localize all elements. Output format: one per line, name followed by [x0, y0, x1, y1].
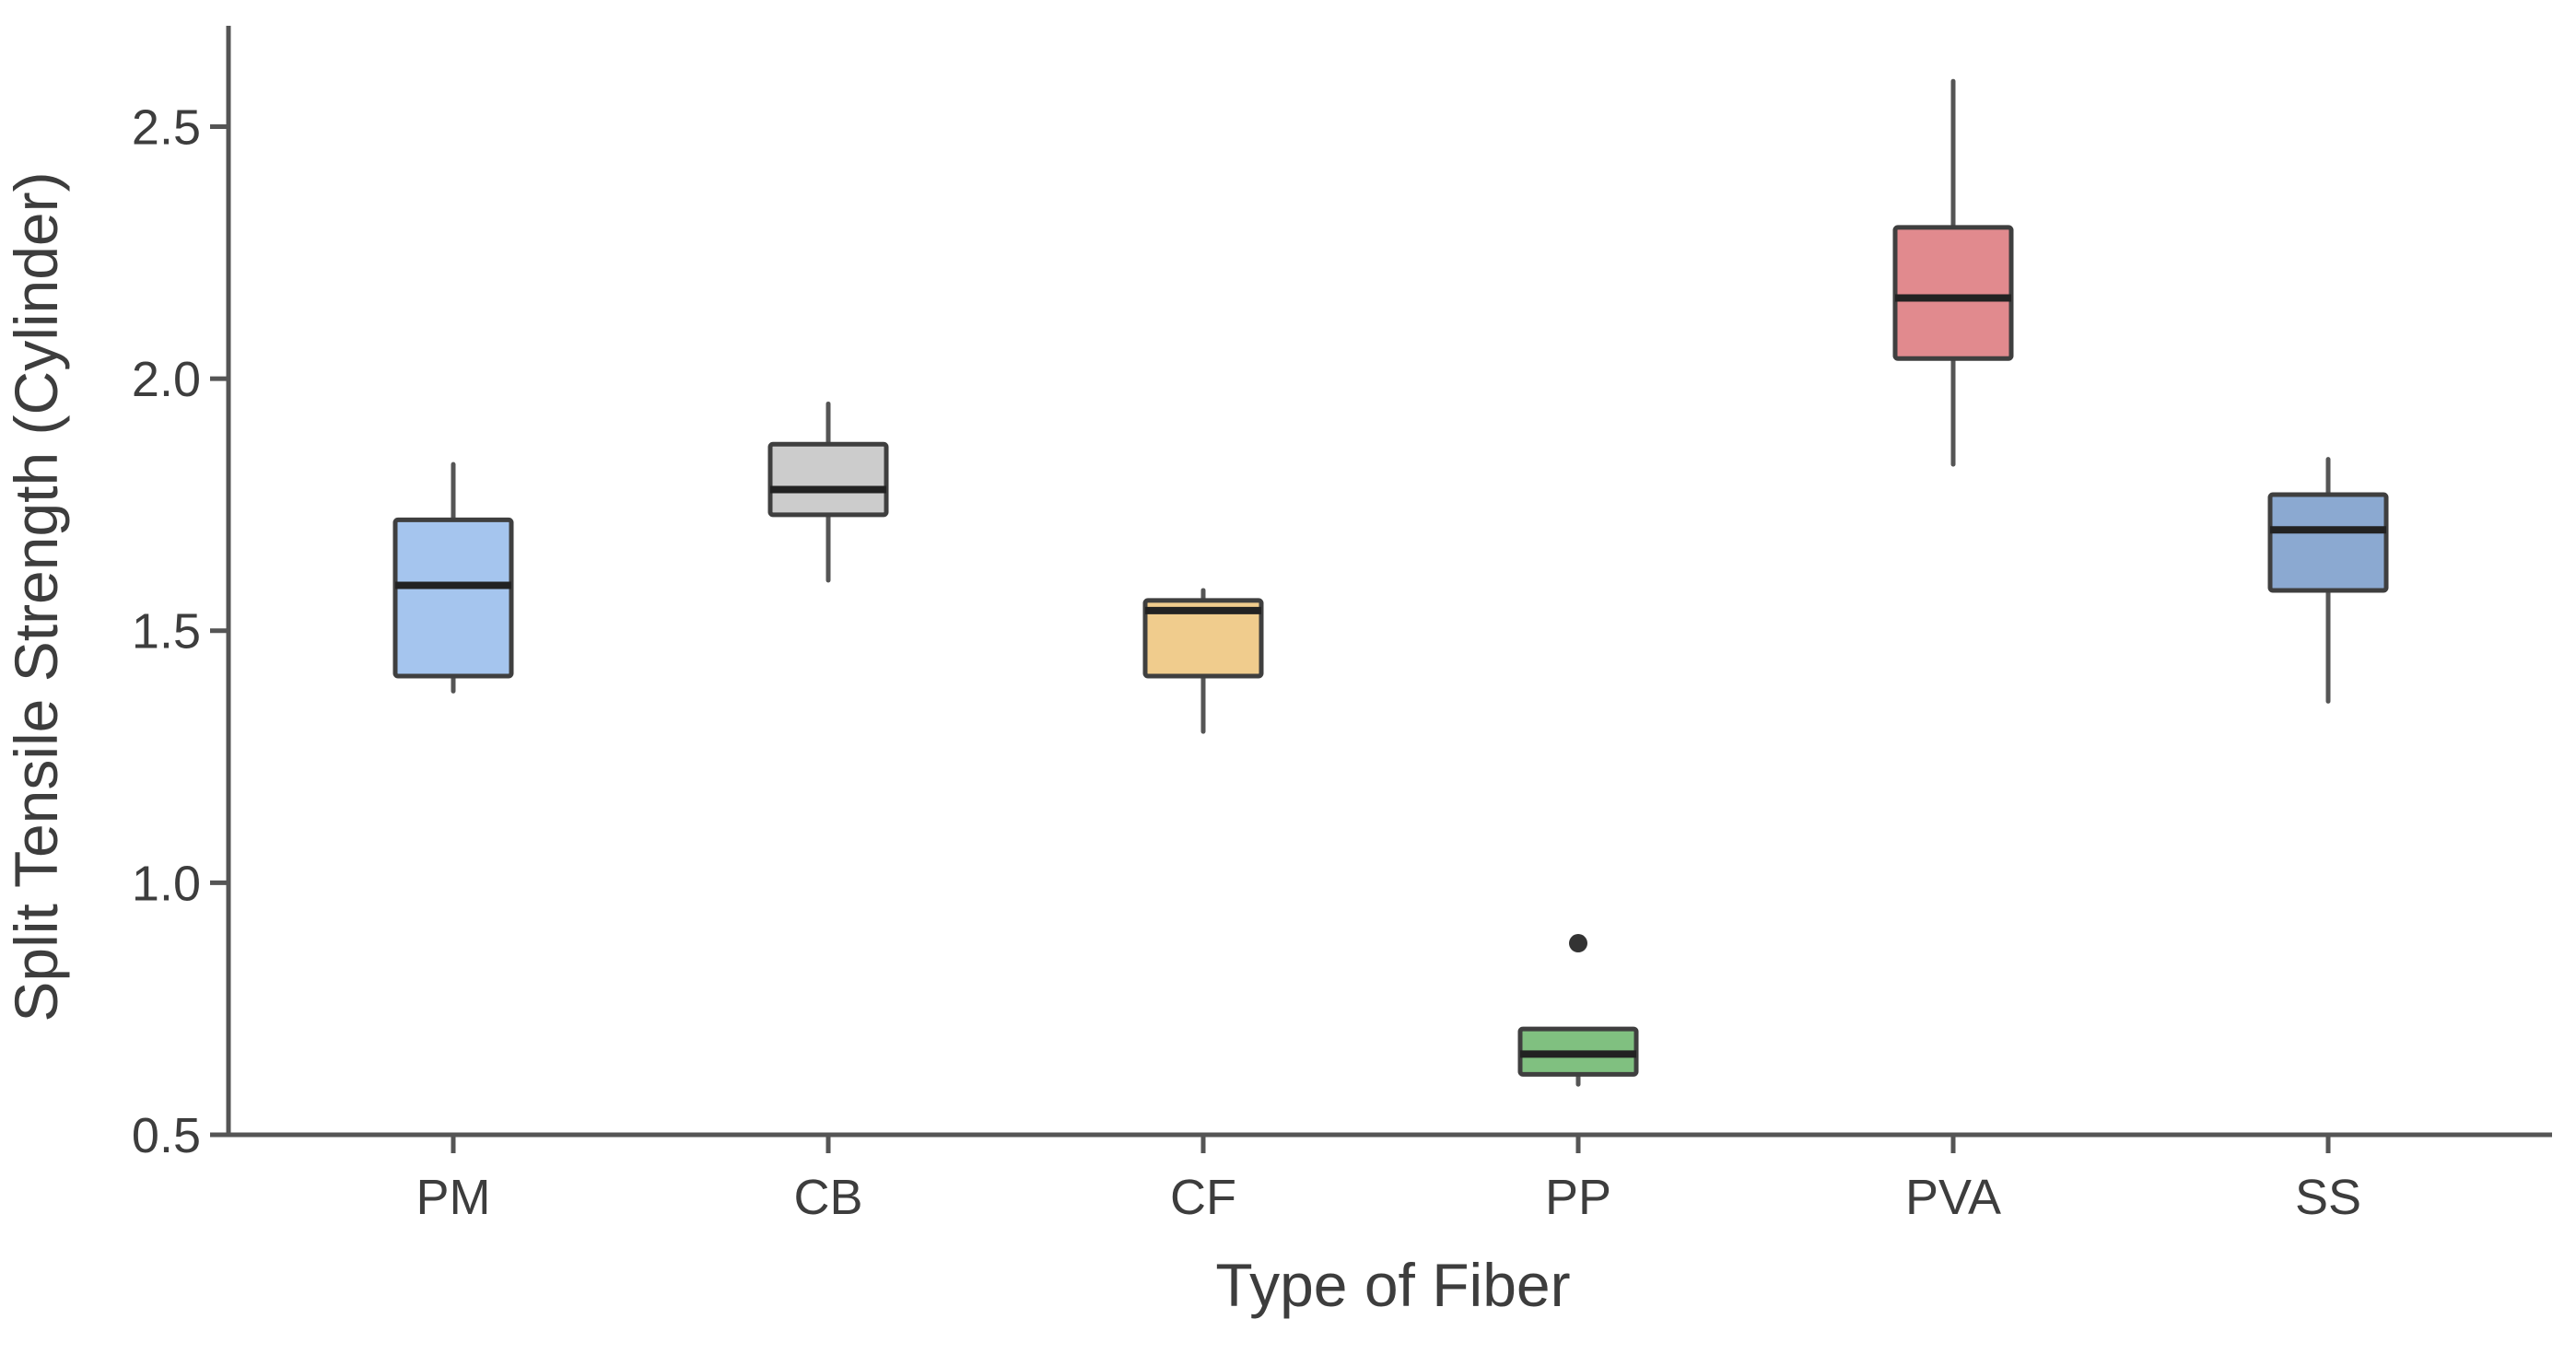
x-tick-label-cb: CB	[793, 1170, 862, 1225]
box-cb	[767, 441, 889, 518]
box-pva	[1892, 225, 2014, 361]
box-ss	[2267, 492, 2389, 593]
x-axis-title: Type of Fiber	[1215, 1251, 1570, 1319]
box-cf	[1142, 598, 1264, 679]
y-tick-label: 1.0	[132, 856, 201, 911]
x-tick-label-cf: CF	[1170, 1170, 1236, 1225]
y-tick-label: 1.5	[132, 604, 201, 659]
y-tick-label: 0.5	[132, 1108, 201, 1163]
x-tick-label-ss: SS	[2295, 1170, 2361, 1225]
x-tick-label-pva: PVA	[1905, 1170, 2001, 1225]
x-tick-label-pp: PP	[1545, 1170, 1611, 1225]
outlier-point-pp	[1569, 934, 1587, 953]
y-tick-label: 2.5	[132, 99, 201, 155]
y-tick-label: 2.0	[132, 352, 201, 407]
box-pm	[392, 517, 514, 679]
plot-layer: 0.5 1.0 1.5 2.0 2.5 PM CB CF PP PVA SS	[132, 26, 2552, 1225]
y-axis-title: Split Tensile Strength (Cylinder)	[2, 171, 70, 1021]
x-tick-label-pm: PM	[416, 1170, 491, 1225]
